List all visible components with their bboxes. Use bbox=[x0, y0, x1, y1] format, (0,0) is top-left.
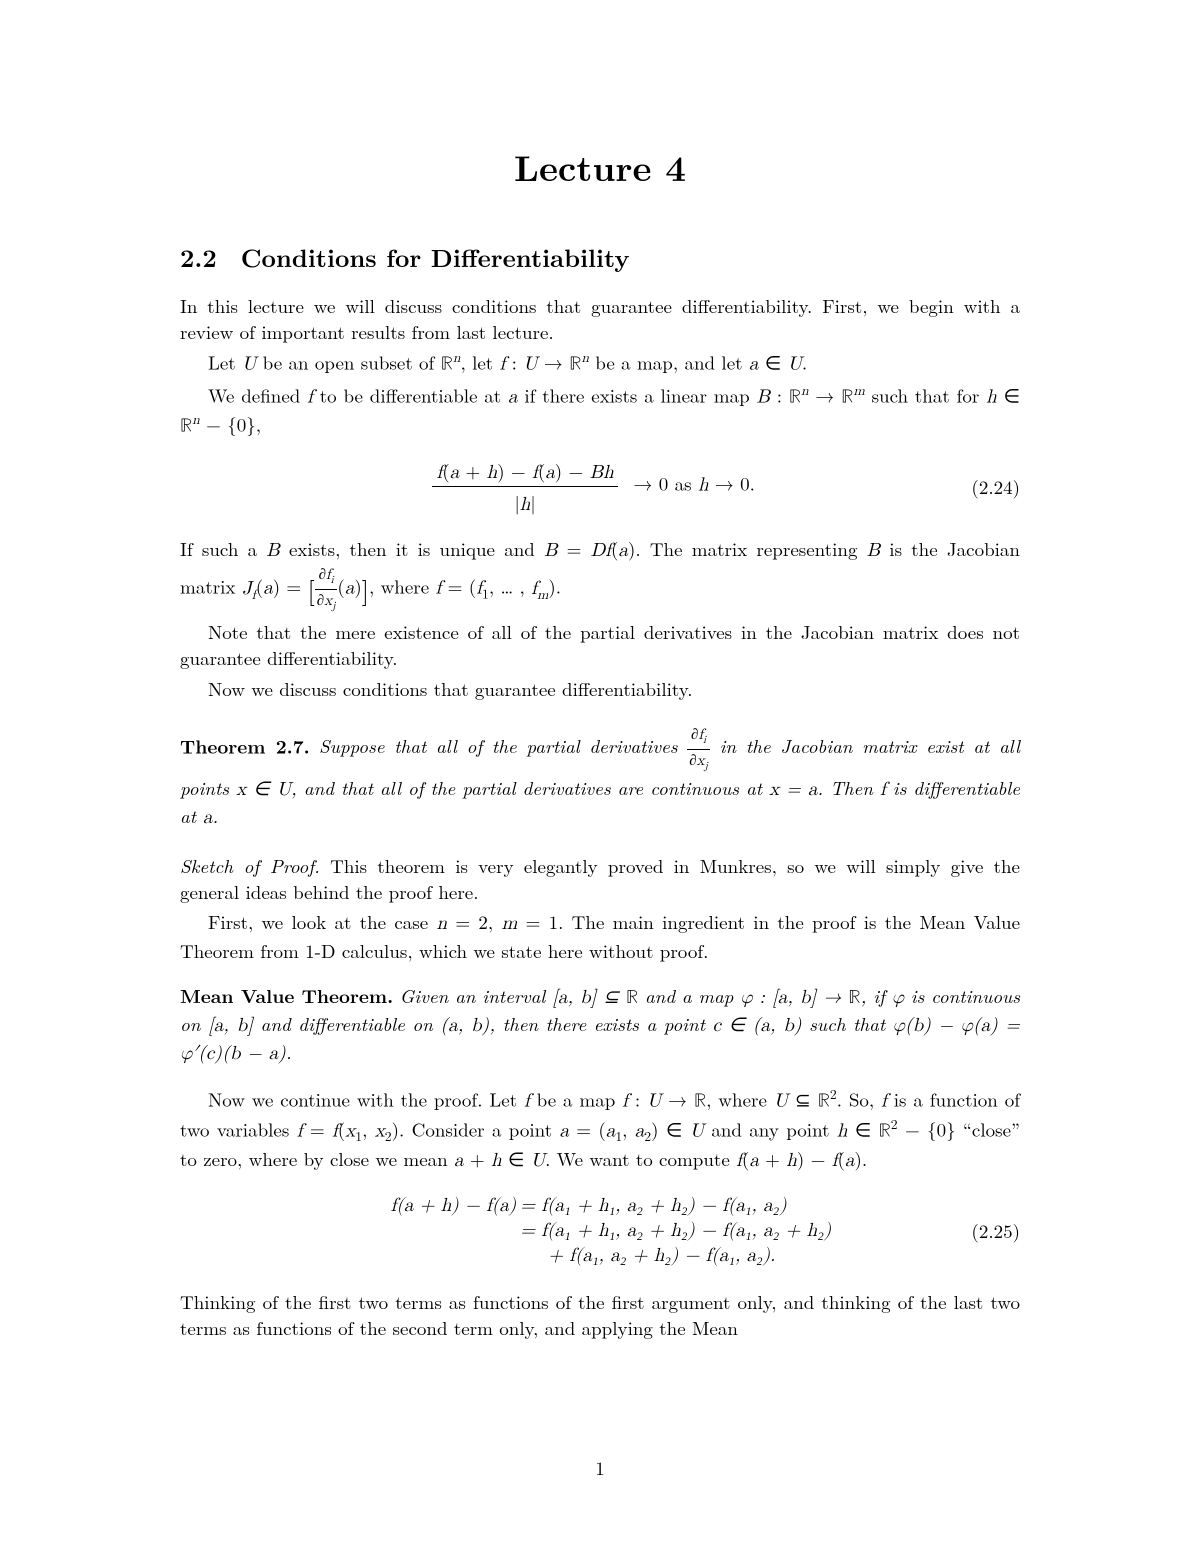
text: Suppose that all of the partial derivati… bbox=[319, 732, 687, 759]
text: and a map bbox=[638, 982, 740, 1009]
equation-number: (2.25) bbox=[947, 1217, 1020, 1244]
text: , bbox=[256, 410, 261, 437]
section-number: 2.2 bbox=[180, 240, 217, 275]
text: . bbox=[802, 349, 807, 376]
proof-para-2: First, we look at the case n = 2, m = 1.… bbox=[180, 909, 1020, 963]
text: . bbox=[556, 573, 561, 600]
text: , where bbox=[369, 573, 436, 600]
text: We defined bbox=[208, 381, 307, 408]
text: , then there exists a point bbox=[489, 1010, 712, 1037]
text: . We want to compute bbox=[545, 1145, 736, 1172]
equation-number: (2.24) bbox=[947, 473, 1020, 500]
text: . So, bbox=[837, 1086, 881, 1113]
text: . bbox=[286, 1038, 292, 1065]
eq-rhs-3: + f(a₁, a₂ + h₂) − f(a₁, a₂). bbox=[520, 1244, 775, 1267]
text: as bbox=[668, 470, 698, 497]
text: . Consider a point bbox=[399, 1115, 559, 1142]
proof-label: Sketch of Proof. bbox=[180, 852, 320, 879]
text: such that bbox=[802, 1010, 893, 1037]
text: be an open subset of bbox=[256, 349, 440, 376]
text: exists, then it is unique and bbox=[280, 535, 544, 562]
text: to be differentiable at bbox=[313, 381, 508, 408]
text: . bbox=[862, 1145, 867, 1172]
intro-para-3: We defined f to be differentiable at a i… bbox=[180, 382, 1020, 439]
para-note-2: Now we discuss conditions that guarantee… bbox=[180, 676, 1020, 702]
eq-rhs-2: = f(a₁ + h₁, a₂ + h₂) − f(a₁, a₂ + h₂) bbox=[520, 1219, 831, 1242]
text: be a map bbox=[530, 1086, 622, 1113]
text: , if bbox=[861, 982, 892, 1009]
proof-continue: Now we continue with the proof. Let f be… bbox=[180, 1085, 1020, 1174]
theorem-2-7: Theorem 2.7. Suppose that all of the par… bbox=[180, 724, 1020, 831]
text: , and that all of the partial derivative… bbox=[291, 774, 769, 801]
intro-para-2: Let U be an open subset of ℝn, let f : U… bbox=[180, 349, 1020, 378]
section-title: Conditions for Differentiability bbox=[241, 240, 630, 275]
para-jacobian: If such a B exists, then it is unique an… bbox=[180, 536, 1020, 615]
text: . Then bbox=[817, 774, 880, 801]
text: , where bbox=[706, 1086, 774, 1113]
last-para: Thinking of the first two terms as funct… bbox=[180, 1289, 1020, 1341]
text: such that for bbox=[865, 381, 986, 408]
lecture-title: Lecture 4 bbox=[180, 140, 1020, 192]
intro-para-1: In this lecture we will discuss conditio… bbox=[180, 293, 1020, 345]
para-note-1: Note that the mere existence of all of t… bbox=[180, 619, 1020, 671]
page-number: 1 bbox=[0, 1454, 1200, 1481]
equation-2-25: f(a + h) − f(a) = f(a₁ + h₁, a₂ + h₂) − … bbox=[180, 1192, 1020, 1269]
text: be a map, and let bbox=[589, 349, 749, 376]
theorem-label: Theorem 2.7. bbox=[180, 731, 310, 759]
equation-2-24: f(a + h) − f(a) − Bh |h| → 0 as h → 0. (… bbox=[180, 457, 1020, 516]
text: Now we continue with the proof. Let bbox=[208, 1086, 524, 1113]
text: if there exists a linear map bbox=[518, 381, 757, 408]
text: and differentiable on bbox=[253, 1010, 440, 1037]
page: Lecture 4 2.2 Conditions for Differentiab… bbox=[0, 0, 1200, 1553]
mean-value-theorem: Mean Value Theorem. Given an interval [a… bbox=[180, 982, 1020, 1068]
text: . The matrix representing bbox=[635, 535, 866, 562]
text: Let bbox=[208, 349, 242, 376]
text: If such a bbox=[180, 535, 266, 562]
section-heading: 2.2 Conditions for Differentiability bbox=[180, 240, 1020, 275]
text: Given an interval bbox=[400, 982, 552, 1009]
eq-lhs: f(a + h) − f(a) bbox=[391, 1196, 517, 1215]
text: First, we look at the case bbox=[208, 908, 437, 935]
proof-para-1: Sketch of Proof. This theorem is very el… bbox=[180, 853, 1020, 905]
eq-rhs-1: = f(a₁ + h₁, a₂ + h₂) − f(a₁, a₂) bbox=[520, 1194, 786, 1217]
mvt-label: Mean Value Theorem. bbox=[180, 981, 393, 1009]
text: and any point bbox=[704, 1115, 837, 1142]
text: , let bbox=[460, 349, 499, 376]
text: . bbox=[212, 802, 218, 829]
